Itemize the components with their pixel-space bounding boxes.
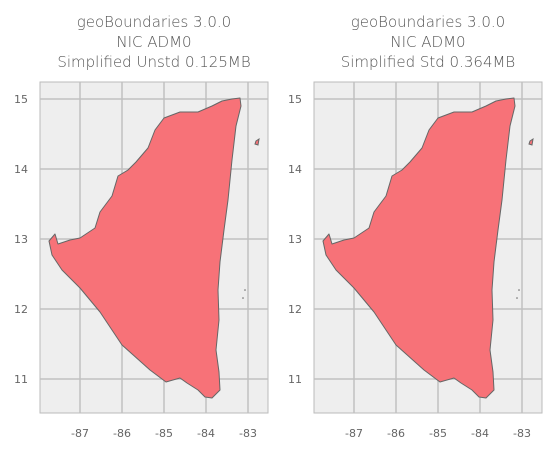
x-tick-label: -84 — [471, 427, 489, 440]
x-tick-label: -86 — [387, 427, 405, 440]
island-mark — [516, 297, 518, 299]
map-title: geoBoundaries 3.0.0 NIC ADM0 Simplified … — [314, 12, 542, 72]
nicaragua-shape — [48, 97, 242, 399]
x-tick-label: -83 — [513, 427, 531, 440]
island-mark — [518, 289, 520, 291]
y-tick-label: 12 — [14, 303, 28, 316]
y-tick-label: 11 — [288, 373, 302, 386]
x-tick-label: -85 — [429, 427, 447, 440]
y-tick-label: 15 — [288, 93, 302, 106]
map-plot: -87 -86 -85 -84 -83 15 14 13 12 11 — [14, 81, 269, 440]
map-panel-unstd: geoBoundaries 3.0.0 NIC ADM0 Simplified … — [14, 12, 269, 440]
y-tick-label: 13 — [288, 233, 302, 246]
title-line-3: Simplified Unstd 0.125MB — [57, 53, 251, 71]
map-panel-std: geoBoundaries 3.0.0 NIC ADM0 Simplified … — [274, 0, 552, 454]
x-tick-label: -86 — [113, 427, 131, 440]
x-tick-label: -83 — [239, 427, 257, 440]
y-tick-label: 13 — [14, 233, 28, 246]
y-tick-label: 12 — [288, 303, 302, 316]
nicaragua-shape — [322, 97, 516, 399]
island-mark — [254, 137, 260, 146]
y-tick-label: 14 — [288, 163, 302, 176]
title-line-2: NIC ADM0 — [390, 33, 466, 51]
y-tick-label: 15 — [14, 93, 28, 106]
map-plot: -87 -86 -85 -84 -83 15 14 13 12 11 — [288, 81, 543, 440]
island-mark — [528, 137, 534, 146]
y-tick-label: 11 — [14, 373, 28, 386]
map-title: geoBoundaries 3.0.0 NIC ADM0 Simplified … — [40, 12, 268, 72]
title-line-1: geoBoundaries 3.0.0 — [76, 13, 232, 31]
title-line-1: geoBoundaries 3.0.0 — [350, 13, 506, 31]
x-tick-label: -85 — [155, 427, 173, 440]
x-tick-label: -84 — [197, 427, 215, 440]
island-mark — [242, 297, 244, 299]
x-tick-label: -87 — [345, 427, 363, 440]
island-mark — [244, 289, 246, 291]
y-tick-label: 14 — [14, 163, 28, 176]
title-line-3: Simplified Std 0.364MB — [340, 53, 516, 71]
x-tick-label: -87 — [71, 427, 89, 440]
title-line-2: NIC ADM0 — [116, 33, 192, 51]
